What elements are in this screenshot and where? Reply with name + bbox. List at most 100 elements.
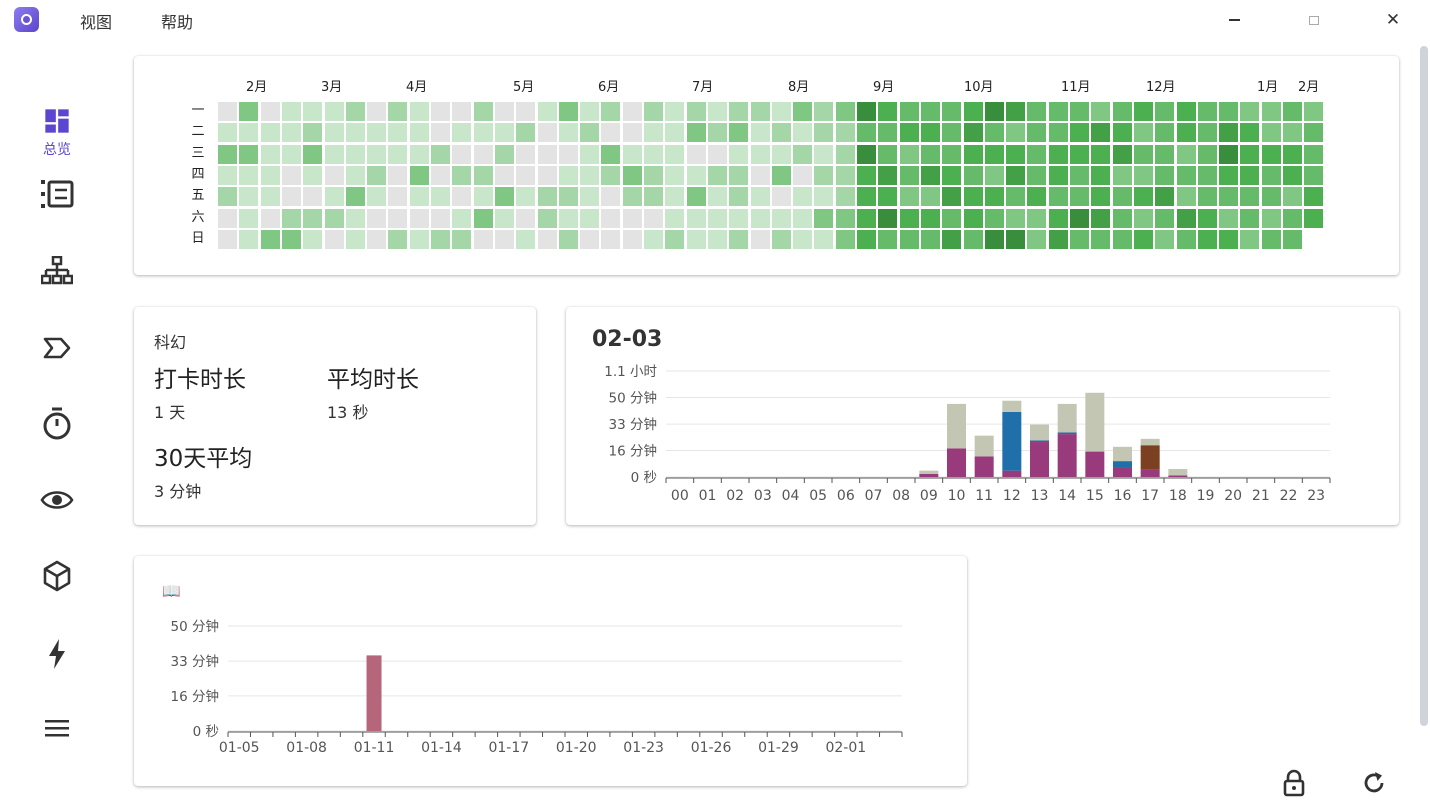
heatmap-cell[interactable]: [1176, 165, 1196, 185]
nav-eye[interactable]: [26, 478, 88, 522]
heatmap-cell[interactable]: [239, 208, 259, 228]
heatmap-cell[interactable]: [494, 208, 514, 228]
heatmap-cell[interactable]: [473, 165, 493, 185]
heatmap-cell[interactable]: [1155, 229, 1175, 249]
heatmap-cell[interactable]: [409, 208, 429, 228]
scrollbar-thumb[interactable]: [1420, 46, 1428, 726]
heatmap-cell[interactable]: [1070, 144, 1089, 164]
nav-hierarchy[interactable]: [26, 249, 88, 293]
heatmap-cell[interactable]: [984, 229, 1004, 249]
heatmap-cell[interactable]: [984, 144, 1004, 164]
heatmap-cell[interactable]: [963, 187, 983, 207]
heatmap-cell[interactable]: [878, 144, 898, 164]
heatmap-cell[interactable]: [878, 187, 898, 207]
heatmap-cell[interactable]: [1155, 187, 1175, 207]
heatmap-cell[interactable]: [857, 144, 876, 164]
heatmap-cell[interactable]: [1048, 165, 1068, 185]
heatmap-cell[interactable]: [218, 165, 237, 185]
heatmap-cell[interactable]: [1304, 144, 1324, 164]
heatmap-cell[interactable]: [1091, 208, 1111, 228]
heatmap-cell[interactable]: [622, 208, 642, 228]
heatmap-cell[interactable]: [1261, 144, 1281, 164]
hourly-bar-segment[interactable]: [1140, 469, 1160, 477]
heatmap-cell[interactable]: [835, 229, 855, 249]
heatmap-cell[interactable]: [814, 102, 834, 121]
heatmap-cell[interactable]: [622, 123, 642, 143]
heatmap-cell[interactable]: [1283, 208, 1302, 228]
heatmap-cell[interactable]: [622, 102, 642, 121]
heatmap-cell[interactable]: [835, 123, 855, 143]
heatmap-cell[interactable]: [1006, 102, 1026, 121]
heatmap-cell[interactable]: [857, 187, 876, 207]
heatmap-cell[interactable]: [878, 102, 898, 121]
heatmap-cell[interactable]: [1219, 123, 1239, 143]
heatmap-cell[interactable]: [750, 229, 770, 249]
heatmap-cell[interactable]: [303, 165, 323, 185]
heatmap-cell[interactable]: [750, 102, 770, 121]
heatmap-cell[interactable]: [281, 102, 301, 121]
heatmap-cell[interactable]: [1304, 165, 1324, 185]
heatmap-cell[interactable]: [452, 165, 472, 185]
heatmap-cell[interactable]: [984, 187, 1004, 207]
heatmap-cell[interactable]: [942, 165, 962, 185]
heatmap-cell[interactable]: [260, 165, 280, 185]
heatmap-cell[interactable]: [644, 208, 663, 228]
heatmap-cell[interactable]: [452, 187, 472, 207]
heatmap-cell[interactable]: [1197, 165, 1217, 185]
heatmap-cell[interactable]: [558, 208, 578, 228]
heatmap-cell[interactable]: [878, 229, 898, 249]
heatmap-cell[interactable]: [984, 102, 1004, 121]
heatmap-cell[interactable]: [345, 165, 365, 185]
heatmap-cell[interactable]: [750, 208, 770, 228]
heatmap-cell[interactable]: [537, 102, 557, 121]
heatmap-cell[interactable]: [281, 123, 301, 143]
heatmap-cell[interactable]: [601, 208, 621, 228]
heatmap-cell[interactable]: [558, 123, 578, 143]
heatmap-cell[interactable]: [303, 187, 323, 207]
heatmap-cell[interactable]: [984, 208, 1004, 228]
heatmap-cell[interactable]: [1006, 229, 1026, 249]
heatmap-cell[interactable]: [388, 102, 408, 121]
heatmap-cell[interactable]: [516, 102, 536, 121]
heatmap-cell[interactable]: [963, 229, 983, 249]
heatmap-cell[interactable]: [644, 102, 663, 121]
heatmap-cell[interactable]: [835, 102, 855, 121]
heatmap-cell[interactable]: [345, 229, 365, 249]
heatmap-cell[interactable]: [367, 165, 387, 185]
heatmap-cell[interactable]: [1240, 165, 1260, 185]
heatmap-cell[interactable]: [920, 144, 940, 164]
heatmap-cell[interactable]: [431, 165, 450, 185]
heatmap-cell[interactable]: [644, 229, 663, 249]
heatmap-cell[interactable]: [771, 123, 791, 143]
heatmap-cell[interactable]: [409, 102, 429, 121]
heatmap-cell[interactable]: [707, 229, 727, 249]
heatmap-cell[interactable]: [303, 208, 323, 228]
heatmap-cell[interactable]: [707, 187, 727, 207]
heatmap-cell[interactable]: [920, 229, 940, 249]
heatmap-cell[interactable]: [665, 229, 685, 249]
heatmap-cell[interactable]: [942, 144, 962, 164]
heatmap-cell[interactable]: [601, 123, 621, 143]
heatmap-cell[interactable]: [1027, 123, 1047, 143]
heatmap-cell[interactable]: [218, 123, 237, 143]
heatmap-cell[interactable]: [452, 208, 472, 228]
nav-timer[interactable]: [26, 402, 88, 446]
hourly-bar-segment[interactable]: [1113, 467, 1132, 477]
heatmap-cell[interactable]: [1176, 102, 1196, 121]
heatmap-cell[interactable]: [1006, 144, 1026, 164]
hourly-bar-segment[interactable]: [1057, 432, 1077, 435]
heatmap-cell[interactable]: [750, 187, 770, 207]
heatmap-cell[interactable]: [1133, 165, 1153, 185]
hourly-bar-segment[interactable]: [1002, 400, 1022, 412]
heatmap-cell[interactable]: [793, 187, 813, 207]
heatmap-cell[interactable]: [1176, 144, 1196, 164]
heatmap-cell[interactable]: [963, 123, 983, 143]
heatmap-cell[interactable]: [878, 165, 898, 185]
hourly-bar-segment[interactable]: [1030, 424, 1049, 441]
heatmap-cell[interactable]: [1070, 187, 1089, 207]
heatmap-cell[interactable]: [1197, 187, 1217, 207]
heatmap-cell[interactable]: [281, 187, 301, 207]
heatmap-cell[interactable]: [899, 165, 919, 185]
heatmap-cell[interactable]: [814, 229, 834, 249]
heatmap-cell[interactable]: [1091, 102, 1111, 121]
